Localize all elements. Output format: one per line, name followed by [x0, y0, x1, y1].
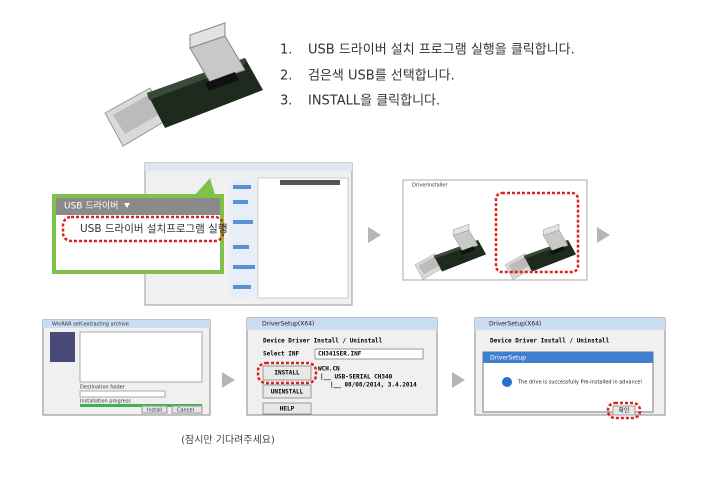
extract-screenshot: WinRAR self-extracting archive Destinati… [42, 319, 211, 416]
usb-image [104, 22, 264, 147]
arrow [222, 372, 235, 388]
step-number: 3. [280, 94, 292, 109]
info-icon [502, 377, 512, 387]
step-text: INSTALL을 클릭합니다. [308, 94, 440, 109]
caption: (잠시만 기다려주세요) [181, 434, 275, 446]
menu-item[interactable]: USB 드라이버 설치프로그램 실행 [80, 223, 228, 235]
installer-screenshot: DriverInstaller [402, 179, 588, 281]
window-title: DriverInstaller [412, 183, 449, 189]
button[interactable]: Install [147, 408, 162, 414]
window-title: DriverSetup(X64) [489, 321, 541, 328]
heading: Device Driver Install / Uninstall [490, 338, 610, 345]
window-title: WinRAR self-extracting archive [52, 322, 129, 328]
message: The drive is successfully Pre-installed … [517, 380, 643, 386]
button[interactable]: INSTALL [274, 370, 300, 377]
steps: 1. USB 드라이버 설치 프로그램 실행을 클릭합니다. 2. 검은색 US… [280, 42, 575, 109]
step-text: USB 드라이버 설치 프로그램 실행을 클릭합니다. [308, 42, 575, 58]
info-line: |__ USB-SERIAL CH340 [320, 374, 393, 381]
menu-title[interactable]: USB 드라이버 [64, 201, 118, 212]
button[interactable]: UNINSTALL [271, 389, 304, 396]
heading: Device Driver Install / Uninstall [263, 338, 383, 345]
step-text: 검은색 USB를 선택합니다. [308, 69, 455, 84]
window-title: DriverSetup(X64) [262, 321, 314, 328]
arrow [597, 227, 610, 243]
button[interactable]: Cancel [177, 408, 194, 414]
label: Destination folder [80, 385, 126, 391]
info-line: |__ 08/08/2014, 3.4.2014 [330, 382, 417, 389]
success-screenshot: DriverSetup(X64) Device Driver Install /… [474, 317, 666, 420]
ok-button[interactable]: 확인 [618, 407, 629, 415]
step-number: 1. [280, 43, 292, 58]
menu-callout: USB 드라이버 USB 드라이버 설치프로그램 실행 [52, 194, 228, 274]
setup-screenshot: DriverSetup(X64) Device Driver Install /… [246, 317, 438, 416]
label: Select INF [263, 351, 300, 358]
info-line: WCH.CN [318, 366, 340, 373]
arrow [452, 372, 465, 388]
arrow [368, 227, 381, 243]
select-value[interactable]: CH341SER.INF [318, 351, 362, 358]
button[interactable]: HELP [280, 406, 295, 413]
step-number: 2. [280, 69, 292, 84]
dialog-title: DriverSetup [490, 355, 526, 362]
label: Installation progress [80, 399, 131, 405]
ide-screenshot [144, 162, 353, 306]
